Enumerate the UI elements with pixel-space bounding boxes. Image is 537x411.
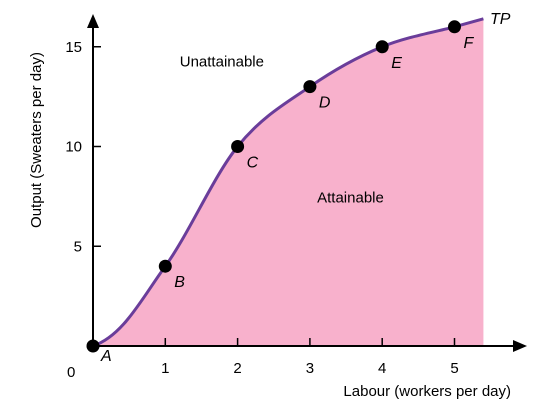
region-label: Unattainable bbox=[180, 54, 264, 71]
y-axis-arrow bbox=[87, 14, 99, 28]
y-tick-label: 5 bbox=[74, 238, 82, 255]
tick-labels: 1 2 3 4 5 5 10 15 bbox=[65, 39, 458, 377]
region-label: Attainable bbox=[317, 189, 384, 206]
point-label: B bbox=[174, 274, 185, 291]
point-marker bbox=[303, 80, 317, 94]
x-axis-arrow bbox=[513, 340, 527, 352]
point-label: C bbox=[247, 155, 259, 172]
point-marker bbox=[448, 20, 461, 34]
y-axis-label: Output (Sweaters per day) bbox=[28, 52, 45, 228]
point-label: F bbox=[464, 35, 475, 52]
x-tick-label: 1 bbox=[161, 360, 169, 377]
x-tick-label: 5 bbox=[450, 360, 458, 377]
x-tick-label: 2 bbox=[233, 360, 241, 377]
point-marker bbox=[375, 40, 389, 54]
tick-marks bbox=[93, 46, 456, 346]
curve-label: TP bbox=[490, 11, 511, 28]
x-tick-label: 4 bbox=[378, 360, 386, 377]
point-marker bbox=[231, 140, 245, 153]
x-tick-label: 3 bbox=[306, 360, 314, 377]
axes bbox=[87, 14, 527, 352]
y-tick-label: 15 bbox=[65, 39, 82, 56]
point-label: E bbox=[391, 55, 402, 72]
attainable-area bbox=[93, 18, 484, 347]
x-axis-label: Labour (workers per day) bbox=[343, 383, 511, 400]
point-marker bbox=[158, 259, 172, 273]
point-label: D bbox=[319, 95, 331, 112]
region-labels: Unattainable Attainable bbox=[180, 54, 384, 207]
origin-label: 0 bbox=[67, 364, 75, 381]
data-points: A B C D E F bbox=[86, 20, 475, 365]
y-tick-label: 10 bbox=[65, 139, 82, 156]
point-label: A bbox=[100, 348, 112, 365]
point-marker bbox=[86, 339, 100, 353]
